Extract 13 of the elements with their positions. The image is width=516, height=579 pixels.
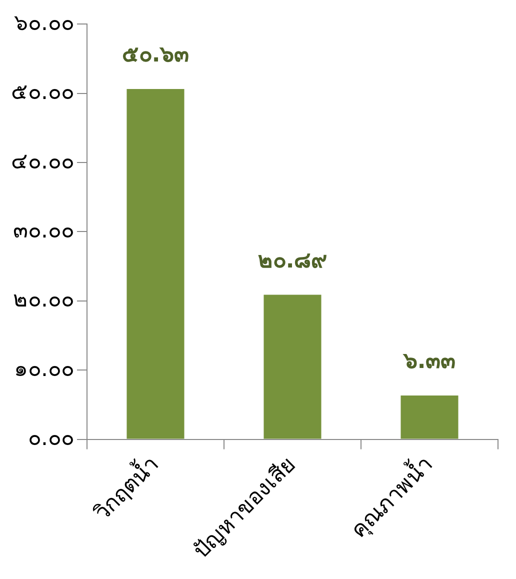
bar xyxy=(264,294,322,439)
y-tick-label: ๐.๐๐ xyxy=(28,426,74,452)
y-tick-label: ๖๐.๐๐ xyxy=(14,10,74,36)
y-tick-label: ๓๐.๐๐ xyxy=(12,218,74,244)
data-label: ๒๐.๘๙ xyxy=(258,248,328,274)
data-label: ๖.๓๓ xyxy=(402,349,456,374)
data-label: ๕๐.๖๓ xyxy=(122,42,190,68)
y-tick-label: ๒๐.๐๐ xyxy=(12,288,74,313)
bar xyxy=(400,395,458,439)
y-tick-label: ๑๐.๐๐ xyxy=(14,356,74,382)
y-tick-label: ๔๐.๐๐ xyxy=(10,149,74,174)
y-tick-label: ๕๐.๐๐ xyxy=(10,80,74,106)
bar xyxy=(126,89,184,439)
